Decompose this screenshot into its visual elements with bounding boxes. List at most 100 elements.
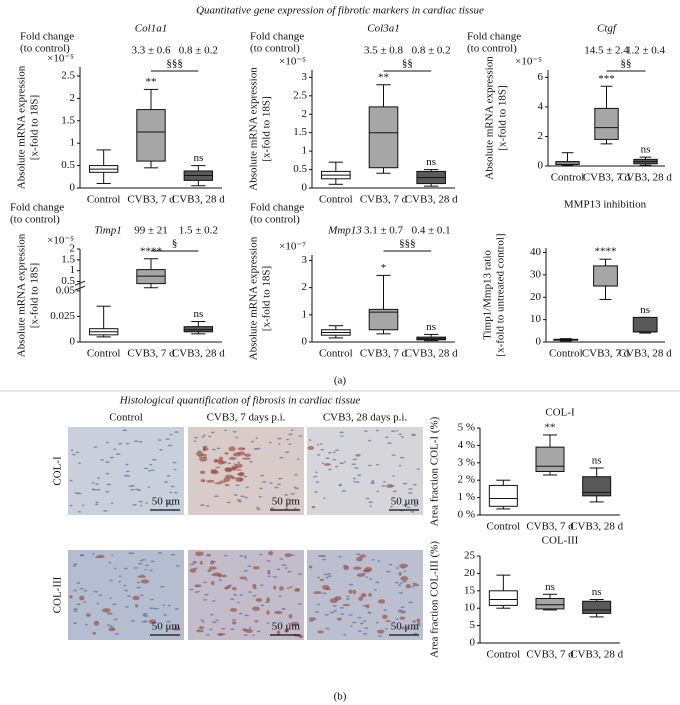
nucleus	[317, 454, 321, 456]
box	[136, 109, 166, 162]
box	[488, 484, 518, 507]
collagen-stain	[254, 620, 259, 623]
nucleus	[394, 581, 399, 584]
collagen-stain	[353, 589, 357, 595]
y-axis-label: [x-fold to 18S]	[29, 95, 41, 160]
y-axis-label: Area fraction COL-I (%)	[429, 416, 441, 526]
nucleus	[83, 601, 87, 603]
nucleus	[248, 626, 252, 629]
nucleus	[334, 449, 339, 451]
collagen-stain	[214, 482, 223, 485]
nucleus	[170, 485, 175, 488]
nucleus	[288, 433, 293, 436]
collagen-stain	[192, 560, 197, 564]
nucleus	[371, 481, 375, 483]
fold-change-label: (to control)	[10, 214, 60, 226]
nucleus	[132, 503, 137, 506]
nucleus	[224, 429, 227, 432]
nucleus	[385, 570, 391, 573]
box-group	[553, 338, 579, 342]
x-tick-label: Control	[87, 194, 121, 206]
nucleus	[245, 486, 249, 489]
nucleus	[375, 429, 379, 432]
y-tick-label: 1 %	[458, 491, 475, 503]
collagen-stain	[202, 447, 209, 451]
x-tick-label: CVB3, 28 d	[405, 348, 458, 360]
nucleus	[243, 634, 248, 636]
x-tick-label: Control	[487, 649, 521, 661]
y-tick-label: 10	[530, 313, 542, 325]
nucleus	[278, 595, 282, 598]
nucleus	[237, 500, 242, 503]
nucleus	[315, 481, 320, 483]
y-tick-label: 2	[302, 108, 308, 120]
nucleus	[201, 436, 205, 438]
x-tick-label: CVB3, 28 d	[405, 194, 458, 206]
significance: ns	[193, 152, 203, 164]
nucleus	[285, 438, 290, 441]
nucleus	[72, 565, 77, 567]
nucleus	[162, 604, 166, 606]
nucleus	[150, 560, 155, 563]
nucleus	[166, 475, 171, 477]
nucleus	[332, 451, 336, 454]
scale-bar-label: 50 μm	[272, 496, 301, 508]
nucleus	[234, 436, 238, 439]
nucleus	[91, 482, 95, 484]
nucleus	[351, 463, 356, 466]
nucleus	[137, 562, 143, 565]
collagen-stain	[106, 612, 113, 615]
collagen-stain	[365, 604, 370, 609]
nucleus	[294, 507, 297, 510]
nucleus	[138, 500, 143, 503]
nucleus	[323, 497, 326, 500]
nucleus	[364, 627, 369, 630]
column-label: CVB3, 7 days p.i.	[207, 412, 286, 424]
nucleus	[256, 447, 261, 450]
nucleus	[97, 477, 101, 479]
collagen-stain	[132, 595, 140, 601]
box-group	[88, 149, 119, 185]
histology-image: 50 μm	[188, 550, 304, 640]
nucleus	[98, 594, 103, 597]
nucleus	[408, 488, 413, 490]
fold-change: 0.4 ± 0.1	[412, 225, 451, 237]
nucleus	[412, 483, 417, 486]
nucleus	[70, 449, 74, 452]
scale-label: ×10⁻⁷	[279, 241, 306, 253]
collagen-stain	[140, 579, 150, 584]
y-tick-label: 0	[538, 160, 544, 172]
nucleus	[73, 563, 78, 565]
nucleus	[95, 501, 99, 504]
nucleus	[237, 461, 241, 464]
nucleus	[368, 501, 373, 503]
nucleus	[78, 510, 82, 513]
column-label: CVB3, 28 days p.i.	[323, 412, 408, 424]
collagen-stain	[308, 617, 317, 621]
collagen-stain	[405, 584, 411, 589]
nucleus	[243, 555, 247, 557]
box	[535, 597, 565, 610]
nucleus	[141, 558, 146, 561]
significance: **	[378, 71, 389, 83]
y-tick-label: 2	[70, 92, 76, 104]
nucleus	[136, 581, 141, 584]
image-bg	[188, 427, 304, 515]
collagen-stain	[229, 608, 238, 612]
nucleus	[297, 603, 302, 605]
nucleus	[244, 556, 247, 559]
nucleus	[255, 437, 258, 440]
nucleus	[286, 587, 290, 590]
collagen-stain	[237, 447, 246, 451]
collagen-stain	[232, 621, 237, 625]
nucleus	[267, 575, 271, 578]
collagen-stain	[252, 606, 260, 611]
nucleus	[113, 567, 117, 570]
collagen-stain	[172, 627, 181, 631]
collagen-stain	[208, 566, 217, 570]
nucleus	[100, 459, 104, 461]
nucleus	[249, 460, 253, 463]
nucleus	[332, 605, 337, 607]
nucleus	[294, 487, 299, 490]
nucleus	[236, 469, 242, 471]
